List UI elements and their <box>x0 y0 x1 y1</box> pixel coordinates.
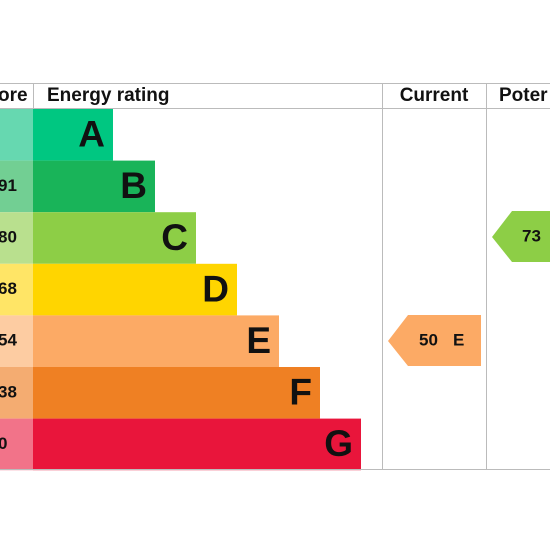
rating-letter: D <box>202 268 229 309</box>
score-label: 38 <box>0 382 17 401</box>
score-label: 0 <box>0 434 7 453</box>
rating-bar <box>33 418 361 471</box>
potential-arrow <box>492 211 550 262</box>
score-label: 91 <box>0 176 17 195</box>
score-cell <box>0 160 33 213</box>
rating-bar <box>33 212 196 264</box>
score-label: 80 <box>0 227 17 246</box>
score-cell <box>0 212 33 264</box>
rating-bar <box>33 160 155 213</box>
score-label: 68 <box>0 279 17 298</box>
rating-letter: G <box>324 423 353 464</box>
rating-bar <box>33 109 113 161</box>
rating-letter: A <box>78 114 105 155</box>
rating-letter: B <box>120 165 147 206</box>
rating-header: Energy rating <box>47 85 169 106</box>
rating-bar <box>33 315 279 367</box>
score-header: ore <box>0 85 28 106</box>
score-cell <box>0 418 33 471</box>
score-cell <box>0 109 33 161</box>
rating-letter: F <box>289 372 312 413</box>
score-cell <box>0 367 33 419</box>
current-arrow <box>388 315 481 366</box>
table-lines <box>0 83 550 470</box>
current-letter: E <box>453 330 464 349</box>
rating-bar <box>33 367 320 419</box>
score-cell <box>0 263 33 316</box>
rating-bar <box>33 263 237 316</box>
current-score: 50 <box>419 330 438 349</box>
potential-header: Poter <box>499 85 548 106</box>
score-label: 54 <box>0 331 17 350</box>
rating-letter: E <box>246 320 271 361</box>
rows: A 91 B 80 C 68 D 54 E 38 F 0 G <box>0 109 361 471</box>
score-cell <box>0 315 33 367</box>
rating-letter: C <box>161 217 188 258</box>
potential-score: 73 <box>522 226 541 245</box>
current-header: Current <box>400 85 469 106</box>
